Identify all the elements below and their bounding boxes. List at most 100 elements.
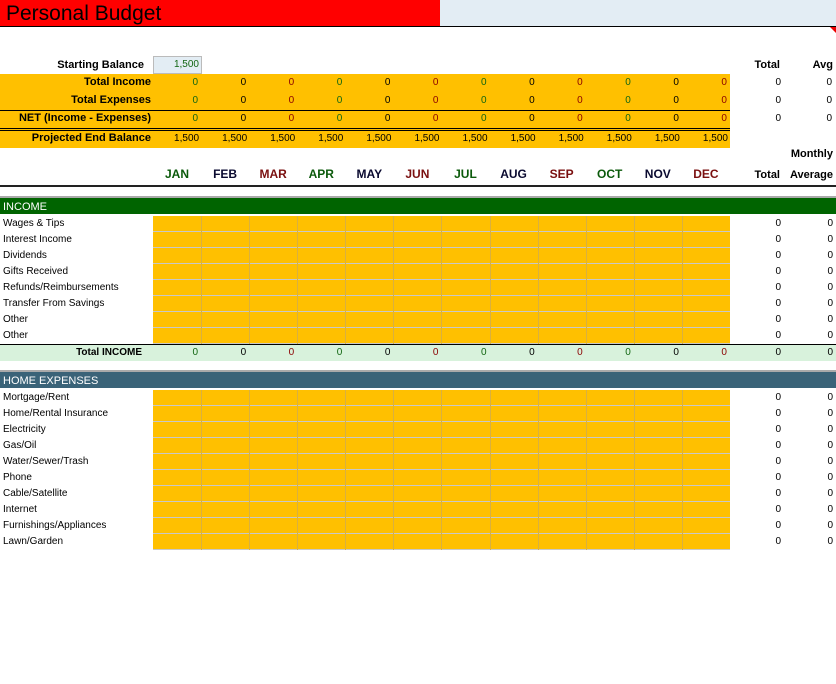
summary-cell: 0 bbox=[336, 77, 343, 88]
summary-row-label: NET (Income - Expenses) bbox=[18, 112, 151, 124]
month-header-aug: AUG bbox=[500, 167, 527, 181]
cell-divider bbox=[537, 390, 539, 406]
list-item: Electricity 0 0 bbox=[0, 422, 836, 438]
summary-avg: 0 bbox=[826, 77, 832, 88]
month-input-cells[interactable] bbox=[153, 486, 730, 502]
month-input-cells[interactable] bbox=[153, 312, 730, 328]
cell-divider bbox=[297, 264, 299, 280]
cell-divider bbox=[297, 328, 299, 344]
month-input-cells[interactable] bbox=[153, 534, 730, 550]
cell-divider bbox=[345, 248, 347, 264]
list-item: Lawn/Garden 0 0 bbox=[0, 534, 836, 550]
summary-cell: 0 bbox=[480, 95, 487, 106]
month-header-oct: OCT bbox=[597, 167, 623, 181]
item-average: 0 bbox=[827, 472, 833, 483]
cell-divider bbox=[249, 264, 251, 280]
cell-divider bbox=[201, 296, 203, 312]
cell-divider bbox=[297, 438, 299, 454]
projected-row-bg bbox=[0, 128, 730, 148]
cell-divider bbox=[633, 390, 635, 406]
cell-divider bbox=[393, 216, 395, 232]
list-item: Furnishings/Appliances 0 0 bbox=[0, 518, 836, 534]
home-expenses-section-header: HOME EXPENSES bbox=[0, 370, 836, 388]
cell-divider bbox=[345, 328, 347, 344]
month-input-cells[interactable] bbox=[153, 216, 730, 232]
comment-indicator-icon bbox=[830, 27, 836, 33]
cell-divider bbox=[585, 422, 587, 438]
cell-divider bbox=[489, 454, 491, 470]
item-total: 0 bbox=[775, 488, 781, 499]
summary-total: 0 bbox=[775, 95, 781, 106]
summary-total: 0 bbox=[775, 77, 781, 88]
cell-divider bbox=[681, 470, 683, 486]
item-average: 0 bbox=[827, 234, 833, 245]
total-income-row: Total INCOME 0 0 0 0 0 0 0 0 0 0 0 0 0 0 bbox=[0, 344, 836, 361]
month-input-cells[interactable] bbox=[153, 518, 730, 534]
cell-divider bbox=[633, 280, 635, 296]
cell-divider bbox=[441, 438, 443, 454]
summary-cell: 0 bbox=[384, 77, 391, 88]
starting-balance-input[interactable]: 1,500 bbox=[153, 56, 202, 74]
cell-divider bbox=[489, 534, 491, 550]
month-input-cells[interactable] bbox=[153, 264, 730, 280]
summary-avg: 0 bbox=[826, 95, 832, 106]
header-divider bbox=[0, 185, 836, 187]
item-average: 0 bbox=[827, 298, 833, 309]
month-input-cells[interactable] bbox=[153, 248, 730, 264]
cell-divider bbox=[537, 328, 539, 344]
item-total: 0 bbox=[775, 424, 781, 435]
title-bar-right bbox=[440, 0, 836, 27]
month-input-cells[interactable] bbox=[153, 296, 730, 312]
cell-divider bbox=[489, 406, 491, 422]
cell-divider bbox=[681, 280, 683, 296]
item-label: Dividends bbox=[3, 250, 47, 261]
cell-divider bbox=[393, 232, 395, 248]
cell-divider bbox=[537, 422, 539, 438]
month-input-cells[interactable] bbox=[153, 454, 730, 470]
cell-divider bbox=[393, 518, 395, 534]
cell-divider bbox=[681, 264, 683, 280]
month-input-cells[interactable] bbox=[153, 390, 730, 406]
month-input-cells[interactable] bbox=[153, 232, 730, 248]
month-input-cells[interactable] bbox=[153, 422, 730, 438]
item-label: Lawn/Garden bbox=[3, 536, 64, 547]
month-header-sep: SEP bbox=[549, 167, 574, 181]
item-label: Transfer From Savings bbox=[3, 298, 105, 309]
cell-divider bbox=[681, 406, 683, 422]
list-item: Water/Sewer/Trash 0 0 bbox=[0, 454, 836, 470]
item-total: 0 bbox=[775, 520, 781, 531]
summary-cell: 0 bbox=[721, 95, 727, 106]
month-input-cells[interactable] bbox=[153, 470, 730, 486]
cell-divider bbox=[249, 486, 251, 502]
month-input-cells[interactable] bbox=[153, 406, 730, 422]
list-item: Home/Rental Insurance 0 0 bbox=[0, 406, 836, 422]
summary-row-bg bbox=[0, 92, 730, 110]
projected-cell: 1,500 bbox=[606, 133, 632, 144]
month-input-cells[interactable] bbox=[153, 438, 730, 454]
cell-divider bbox=[249, 390, 251, 406]
summary-cell: 0 bbox=[721, 77, 727, 88]
cell-divider bbox=[489, 312, 491, 328]
month-input-cells[interactable] bbox=[153, 328, 730, 344]
item-average: 0 bbox=[827, 488, 833, 499]
cell-divider bbox=[393, 534, 395, 550]
item-average: 0 bbox=[827, 266, 833, 277]
income-section-header: INCOME bbox=[0, 196, 836, 214]
cell-divider bbox=[633, 518, 635, 534]
cell-divider bbox=[489, 518, 491, 534]
total-income-cell: 0 bbox=[432, 347, 439, 358]
total-income-cell: 0 bbox=[625, 347, 631, 358]
summary-row-label: Total Income bbox=[83, 76, 151, 88]
item-total: 0 bbox=[775, 298, 781, 309]
cell-divider bbox=[633, 438, 635, 454]
cell-divider bbox=[489, 296, 491, 312]
cell-divider bbox=[633, 328, 635, 344]
cell-divider bbox=[297, 454, 299, 470]
month-input-cells[interactable] bbox=[153, 280, 730, 296]
cell-divider bbox=[345, 216, 347, 232]
month-input-cells[interactable] bbox=[153, 502, 730, 518]
item-total: 0 bbox=[775, 440, 781, 451]
item-total: 0 bbox=[775, 536, 781, 547]
summary-cell: 0 bbox=[432, 113, 439, 124]
list-item: Dividends 0 0 bbox=[0, 248, 836, 264]
